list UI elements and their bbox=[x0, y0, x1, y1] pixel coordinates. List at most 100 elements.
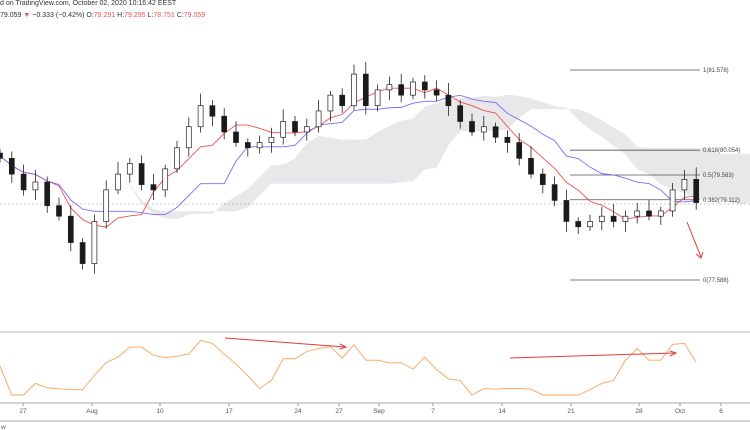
high-label: H: bbox=[117, 12, 125, 19]
candle bbox=[244, 138, 251, 157]
forecast-arrow bbox=[686, 221, 704, 259]
candle bbox=[339, 88, 346, 113]
fib-label: 0.382(79.112) bbox=[703, 198, 740, 204]
price-change: −0.333 (−0.42%) bbox=[32, 12, 85, 19]
axis-label: Oct bbox=[675, 408, 685, 415]
candle-body bbox=[150, 184, 157, 191]
open-value: 79.291 bbox=[93, 12, 116, 19]
candle bbox=[79, 238, 86, 270]
candle bbox=[480, 115, 487, 141]
candle bbox=[209, 100, 216, 127]
candle-body bbox=[185, 126, 192, 149]
candle bbox=[256, 135, 263, 154]
candle-body bbox=[221, 115, 228, 133]
down-triangle-icon: ▼ bbox=[23, 12, 31, 19]
candle-body bbox=[646, 210, 652, 217]
candle-body bbox=[197, 105, 204, 128]
candle-body bbox=[268, 136, 275, 143]
axis-label: 21 bbox=[567, 408, 575, 415]
candle bbox=[421, 75, 428, 99]
candle-body bbox=[539, 173, 546, 185]
candle-body bbox=[20, 173, 27, 191]
candle bbox=[20, 164, 27, 196]
candle bbox=[67, 205, 74, 252]
candle-body bbox=[657, 210, 664, 217]
candle-body bbox=[91, 221, 98, 264]
axis-label: 10 bbox=[156, 408, 164, 415]
candle-body bbox=[162, 168, 169, 191]
candle-body bbox=[457, 105, 464, 122]
candle-body bbox=[398, 84, 405, 96]
candle bbox=[693, 167, 700, 210]
candles bbox=[0, 62, 700, 274]
candle-body bbox=[516, 142, 523, 159]
candle bbox=[433, 80, 440, 101]
candle-body bbox=[280, 121, 287, 138]
kijun-line bbox=[0, 94, 697, 216]
candle-body bbox=[56, 205, 62, 217]
candle-body bbox=[8, 157, 15, 175]
oscillator-line bbox=[0, 339, 697, 396]
high-value: 79.295 bbox=[124, 12, 146, 19]
candle-body bbox=[669, 189, 676, 212]
candle-body bbox=[138, 163, 145, 185]
tenkan-line bbox=[0, 87, 697, 228]
candle bbox=[351, 64, 357, 110]
close-label: C: bbox=[176, 12, 184, 19]
candle-body bbox=[575, 221, 582, 228]
fib-retracement[interactable]: 1(81.578) 0.618(80.054) 0.5(79.583) 0.382(7… bbox=[570, 68, 740, 284]
candle bbox=[610, 204, 617, 228]
axis-label: 27 bbox=[335, 408, 343, 415]
candle bbox=[469, 113, 475, 137]
candle bbox=[362, 62, 369, 115]
candle-body bbox=[115, 173, 121, 191]
candle bbox=[162, 164, 169, 198]
candle bbox=[185, 117, 192, 157]
axis-label: 7 bbox=[431, 408, 435, 415]
candle-body bbox=[445, 94, 452, 107]
candle bbox=[56, 197, 62, 221]
candle bbox=[32, 169, 39, 201]
candle bbox=[374, 84, 381, 112]
candle bbox=[280, 109, 287, 145]
candle-body bbox=[44, 181, 51, 207]
candle bbox=[598, 206, 605, 231]
candle-body bbox=[528, 157, 534, 175]
candle bbox=[150, 173, 157, 201]
publish-info: d on TradingView.com, October 02, 2020 1… bbox=[0, 0, 177, 7]
candle-body bbox=[421, 81, 428, 91]
candle-body bbox=[634, 210, 641, 217]
candle-body bbox=[303, 126, 310, 133]
candle-body bbox=[339, 94, 346, 107]
candle bbox=[398, 73, 405, 103]
candle-body bbox=[504, 136, 511, 143]
candle-body bbox=[480, 126, 487, 133]
candle bbox=[233, 121, 239, 147]
candle bbox=[44, 176, 51, 213]
axis-label: 24 bbox=[294, 408, 302, 415]
axis-label: 27 bbox=[19, 408, 27, 415]
candle-body bbox=[598, 215, 605, 222]
candle-body bbox=[32, 181, 39, 191]
candle bbox=[103, 180, 110, 229]
time-axis[interactable]: 27 Aug 10 17 24 27 Sep 7 14 21 28 Oct 6 bbox=[19, 403, 723, 415]
candle-body bbox=[622, 215, 629, 222]
candle bbox=[551, 176, 558, 207]
candle-body bbox=[67, 215, 74, 243]
candle bbox=[575, 217, 582, 234]
oscillator-pane bbox=[0, 339, 697, 396]
candle-body bbox=[315, 110, 322, 128]
candle bbox=[268, 127, 275, 153]
candle-body bbox=[433, 89, 440, 96]
footer-text: w bbox=[0, 424, 6, 430]
candle bbox=[0, 148, 3, 163]
candle bbox=[563, 189, 570, 232]
candle-body bbox=[374, 89, 381, 107]
fib-label: 0.618(80.054) bbox=[703, 148, 740, 154]
ohlc-readout: 79.059 ▼ −0.333 (−0.42%) O:79.291 H:79.2… bbox=[0, 12, 205, 19]
low-label: L: bbox=[147, 12, 154, 19]
candle bbox=[492, 122, 499, 143]
candle-body bbox=[362, 73, 369, 107]
candle-body bbox=[351, 73, 357, 107]
